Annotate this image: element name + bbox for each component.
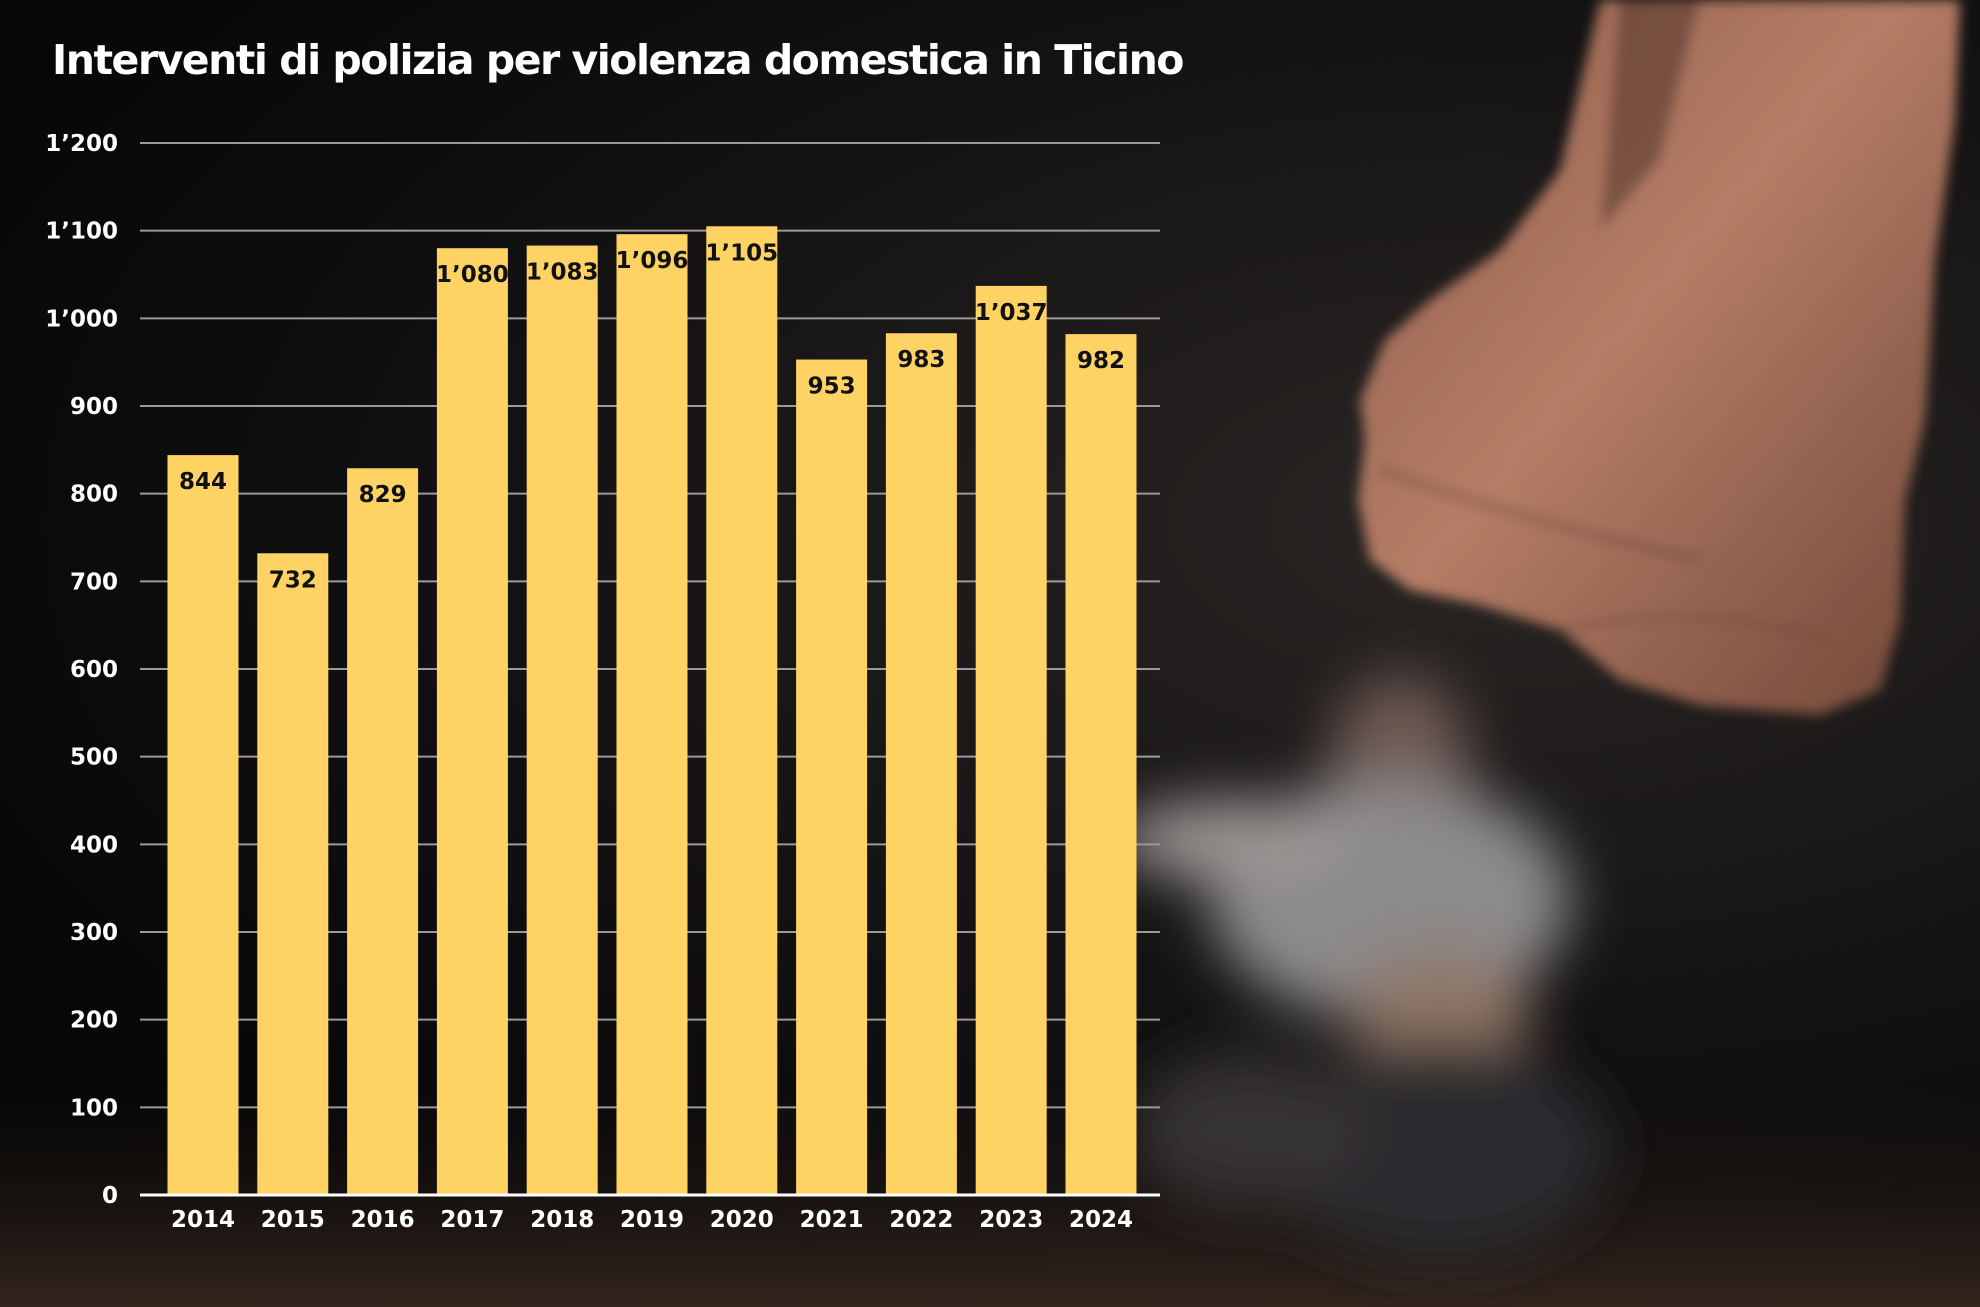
y-tick-label: 300 xyxy=(70,920,118,946)
y-tick-label: 800 xyxy=(70,482,118,508)
x-tick-label: 2016 xyxy=(351,1207,415,1233)
data-label: 829 xyxy=(359,482,407,508)
x-tick-label: 2017 xyxy=(440,1207,504,1233)
bars xyxy=(167,226,1137,1196)
y-tick-label: 700 xyxy=(70,569,118,595)
bar xyxy=(526,245,598,1195)
y-tick-label: 1’200 xyxy=(45,131,118,157)
bar xyxy=(1065,334,1137,1195)
y-tick-label: 100 xyxy=(70,1095,118,1121)
x-tick-label: 2022 xyxy=(889,1207,953,1233)
bar xyxy=(436,248,508,1195)
y-tick-label: 200 xyxy=(70,1008,118,1034)
bar xyxy=(885,333,957,1195)
data-label: 1’083 xyxy=(526,260,599,286)
data-label: 953 xyxy=(808,374,856,400)
x-tick-label: 2021 xyxy=(800,1207,864,1233)
x-tick-label: 2014 xyxy=(171,1207,235,1233)
data-label: 1’080 xyxy=(436,262,509,288)
bar xyxy=(975,285,1047,1195)
data-label: 982 xyxy=(1077,348,1125,374)
bar xyxy=(616,234,688,1195)
data-label: 732 xyxy=(269,567,317,593)
y-tick-label: 600 xyxy=(70,657,118,683)
y-tick-label: 400 xyxy=(70,832,118,858)
y-tick-label: 1’100 xyxy=(45,219,118,245)
bar xyxy=(167,455,239,1195)
labels: 0 100 200 300 400 500 600 700 800 900 1’000 1’100 1’… xyxy=(45,131,1133,1233)
data-label: 1’037 xyxy=(975,300,1048,326)
x-tick-label: 2023 xyxy=(979,1207,1043,1233)
data-label: 1’096 xyxy=(616,248,689,274)
x-tick-label: 2024 xyxy=(1069,1207,1133,1233)
bar xyxy=(796,359,868,1196)
y-tick-label: 1’000 xyxy=(45,306,118,332)
blurred-figure-photo-icon xyxy=(1115,675,1610,1260)
x-tick-label: 2020 xyxy=(710,1207,774,1233)
y-tick-label: 500 xyxy=(70,745,118,771)
bar xyxy=(347,468,419,1195)
chart-title: Interventi di polizia per violenza domes… xyxy=(52,36,1184,84)
y-tick-label: 900 xyxy=(70,394,118,420)
bar xyxy=(257,553,329,1195)
x-tick-label: 2018 xyxy=(530,1207,594,1233)
fist-photo-icon xyxy=(1358,0,1960,715)
data-label: 983 xyxy=(897,347,945,373)
data-label: 844 xyxy=(179,469,227,495)
bar xyxy=(706,226,778,1196)
x-tick-label: 2019 xyxy=(620,1207,684,1233)
y-tick-label: 0 xyxy=(102,1183,118,1209)
x-tick-label: 2015 xyxy=(261,1207,325,1233)
data-label: 1’105 xyxy=(705,240,778,266)
